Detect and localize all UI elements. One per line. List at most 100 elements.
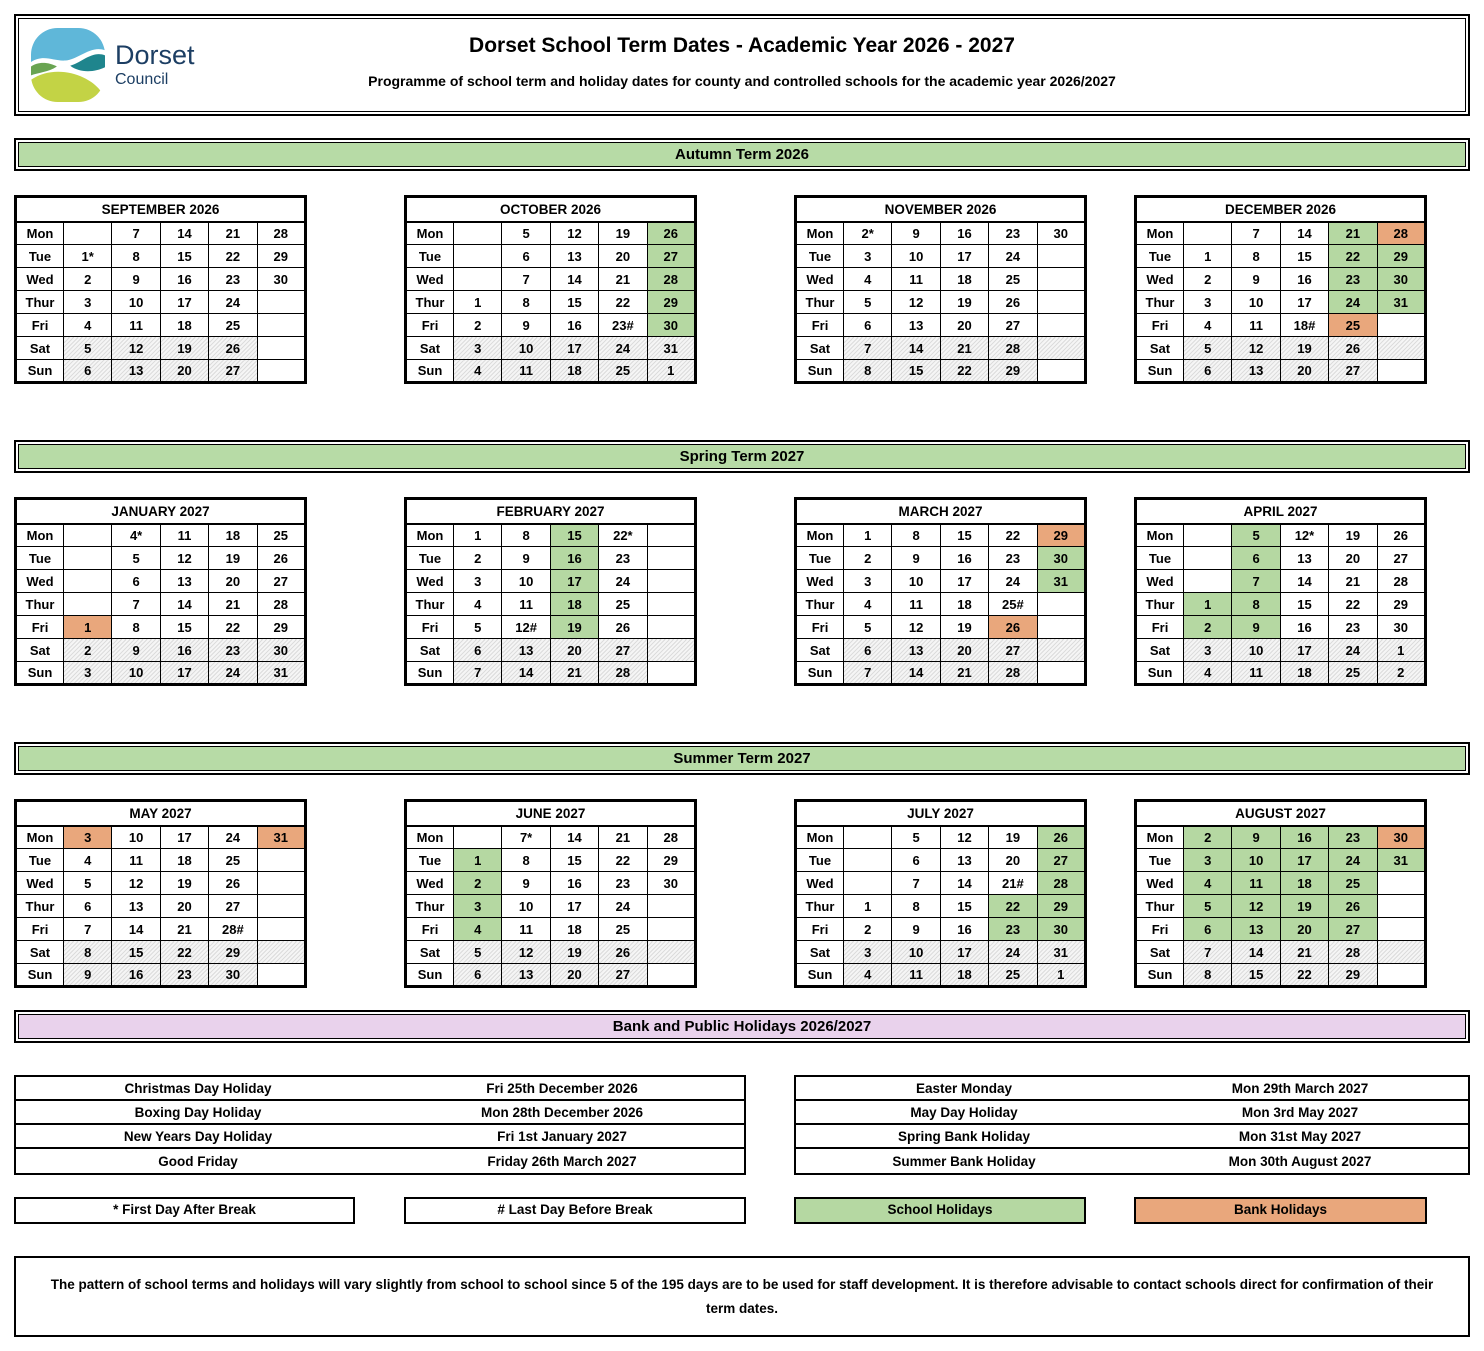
date-cell: 27 xyxy=(988,638,1038,662)
date-cell: 1 xyxy=(452,523,503,547)
holiday-row: Boxing Day Holiday Mon 28th December 202… xyxy=(16,1101,744,1125)
date-cell: 27 xyxy=(1328,917,1378,941)
date-cell: 18 xyxy=(159,313,210,337)
date-cell: 27 xyxy=(208,894,258,918)
footer-note: The pattern of school terms and holidays… xyxy=(14,1256,1470,1338)
date-cell: 17 xyxy=(939,940,990,964)
date-cell: 7 xyxy=(111,592,161,616)
day-label: Fri xyxy=(795,615,844,639)
date-cell: 13 xyxy=(891,313,941,337)
day-label: Tue xyxy=(405,244,454,268)
date-cell: 4 xyxy=(452,592,503,616)
month-calendar: APRIL 2027 Mon 5 12* 19 26 Tue 6 13 20 27 Wed 7 14 21 2… xyxy=(1134,497,1427,686)
date-cell: 29 xyxy=(256,615,307,639)
day-label: Sun xyxy=(15,661,64,685)
date-cell: 12 xyxy=(891,290,941,314)
date-cell: 3 xyxy=(1182,290,1233,314)
day-label: Thur xyxy=(15,894,64,918)
date-cell: 13 xyxy=(939,848,990,872)
date-cell: 30 xyxy=(208,963,258,987)
date-cell: 7 xyxy=(1231,569,1281,593)
date-cell: 8 xyxy=(111,244,161,268)
date-cell: 11 xyxy=(501,592,551,616)
day-label: Mon xyxy=(405,221,454,245)
date-cell: 20 xyxy=(159,894,210,918)
holiday-row: Spring Bank Holiday Mon 31st May 2027 xyxy=(796,1125,1468,1149)
logo-text: Dorset Council xyxy=(115,42,195,88)
day-label: Wed xyxy=(1135,871,1184,895)
date-cell: 4 xyxy=(842,963,893,987)
day-label: Fri xyxy=(15,615,64,639)
date-cell: 18 xyxy=(1279,871,1330,895)
date-cell: 8 xyxy=(891,894,941,918)
date-cell xyxy=(256,313,307,337)
date-cell: 24 xyxy=(1328,290,1378,314)
date-cell: 26 xyxy=(1328,894,1378,918)
date-cell: 18 xyxy=(159,848,210,872)
date-cell: 15 xyxy=(159,615,210,639)
date-cell: 19 xyxy=(208,546,258,570)
date-cell: 24 xyxy=(988,940,1038,964)
date-cell: 24 xyxy=(208,825,258,849)
date-cell: 3 xyxy=(452,569,503,593)
date-cell xyxy=(842,825,893,849)
date-cell: 21 xyxy=(208,592,258,616)
date-cell: 15 xyxy=(1279,592,1330,616)
date-cell xyxy=(1036,290,1087,314)
date-cell xyxy=(1036,336,1087,360)
date-cell: 3 xyxy=(452,336,503,360)
legend-last-day-before-break: # Last Day Before Break xyxy=(404,1197,746,1224)
date-cell: 12 xyxy=(111,336,161,360)
date-cell: 17 xyxy=(1279,848,1330,872)
date-cell: 12 xyxy=(111,871,161,895)
date-cell: 24 xyxy=(208,290,258,314)
date-cell: 9 xyxy=(501,546,551,570)
date-cell: 5 xyxy=(62,871,113,895)
date-cell: 5 xyxy=(111,546,161,570)
date-cell xyxy=(1376,871,1427,895)
date-cell: 18 xyxy=(549,917,600,941)
month-calendar: NOVEMBER 2026 Mon 2* 9 16 23 30 Tue 3 10 17 24 Wed 4 1… xyxy=(794,195,1087,384)
month-title: JUNE 2027 xyxy=(405,800,696,827)
day-label: Wed xyxy=(795,569,844,593)
date-cell: 21 xyxy=(159,917,210,941)
date-cell: 8 xyxy=(1182,963,1233,987)
date-cell: 1 xyxy=(1182,244,1233,268)
date-cell: 21 xyxy=(939,661,990,685)
date-cell: 5 xyxy=(842,615,893,639)
day-label: Wed xyxy=(1135,569,1184,593)
date-cell: 22* xyxy=(598,523,648,547)
date-cell xyxy=(1036,592,1087,616)
date-cell: 13 xyxy=(1231,917,1281,941)
month-title: MARCH 2027 xyxy=(795,498,1086,525)
day-label: Thur xyxy=(795,894,844,918)
date-cell: 23 xyxy=(159,963,210,987)
date-cell: 10 xyxy=(111,290,161,314)
holiday-name: Easter Monday xyxy=(915,1080,1013,1096)
date-cell: 8 xyxy=(501,290,551,314)
bank-holidays-banner-label: Bank and Public Holidays 2026/2027 xyxy=(18,1014,1466,1039)
date-cell: 23 xyxy=(208,267,258,291)
date-cell: 25 xyxy=(208,848,258,872)
day-label: Fri xyxy=(15,917,64,941)
date-cell: 12* xyxy=(1279,523,1330,547)
date-cell: 15 xyxy=(549,848,600,872)
month-title: FEBRUARY 2027 xyxy=(405,498,696,525)
date-cell: 14 xyxy=(159,592,210,616)
date-cell: 17 xyxy=(549,336,600,360)
day-label: Sat xyxy=(1135,638,1184,662)
date-cell: 24 xyxy=(1328,848,1378,872)
date-cell: 14 xyxy=(1231,940,1281,964)
day-label: Sun xyxy=(1135,359,1184,383)
day-label: Wed xyxy=(15,267,64,291)
date-cell xyxy=(452,244,503,268)
date-cell: 13 xyxy=(159,569,210,593)
day-label: Mon xyxy=(405,523,454,547)
date-cell: 9 xyxy=(501,871,551,895)
holiday-date: Fri 1st January 2027 xyxy=(497,1128,627,1144)
date-cell: 26 xyxy=(988,615,1038,639)
date-cell: 10 xyxy=(111,825,161,849)
month-calendar: JANUARY 2027 Mon 4* 11 18 25 Tue 5 12 19 26 Wed 6 13 2… xyxy=(14,497,307,686)
term-banner-label: Summer Term 2027 xyxy=(18,746,1466,771)
term-section: Autumn Term 2026 SEPTEMBER 2026 Mon 7 14 21 28… xyxy=(14,138,1470,384)
